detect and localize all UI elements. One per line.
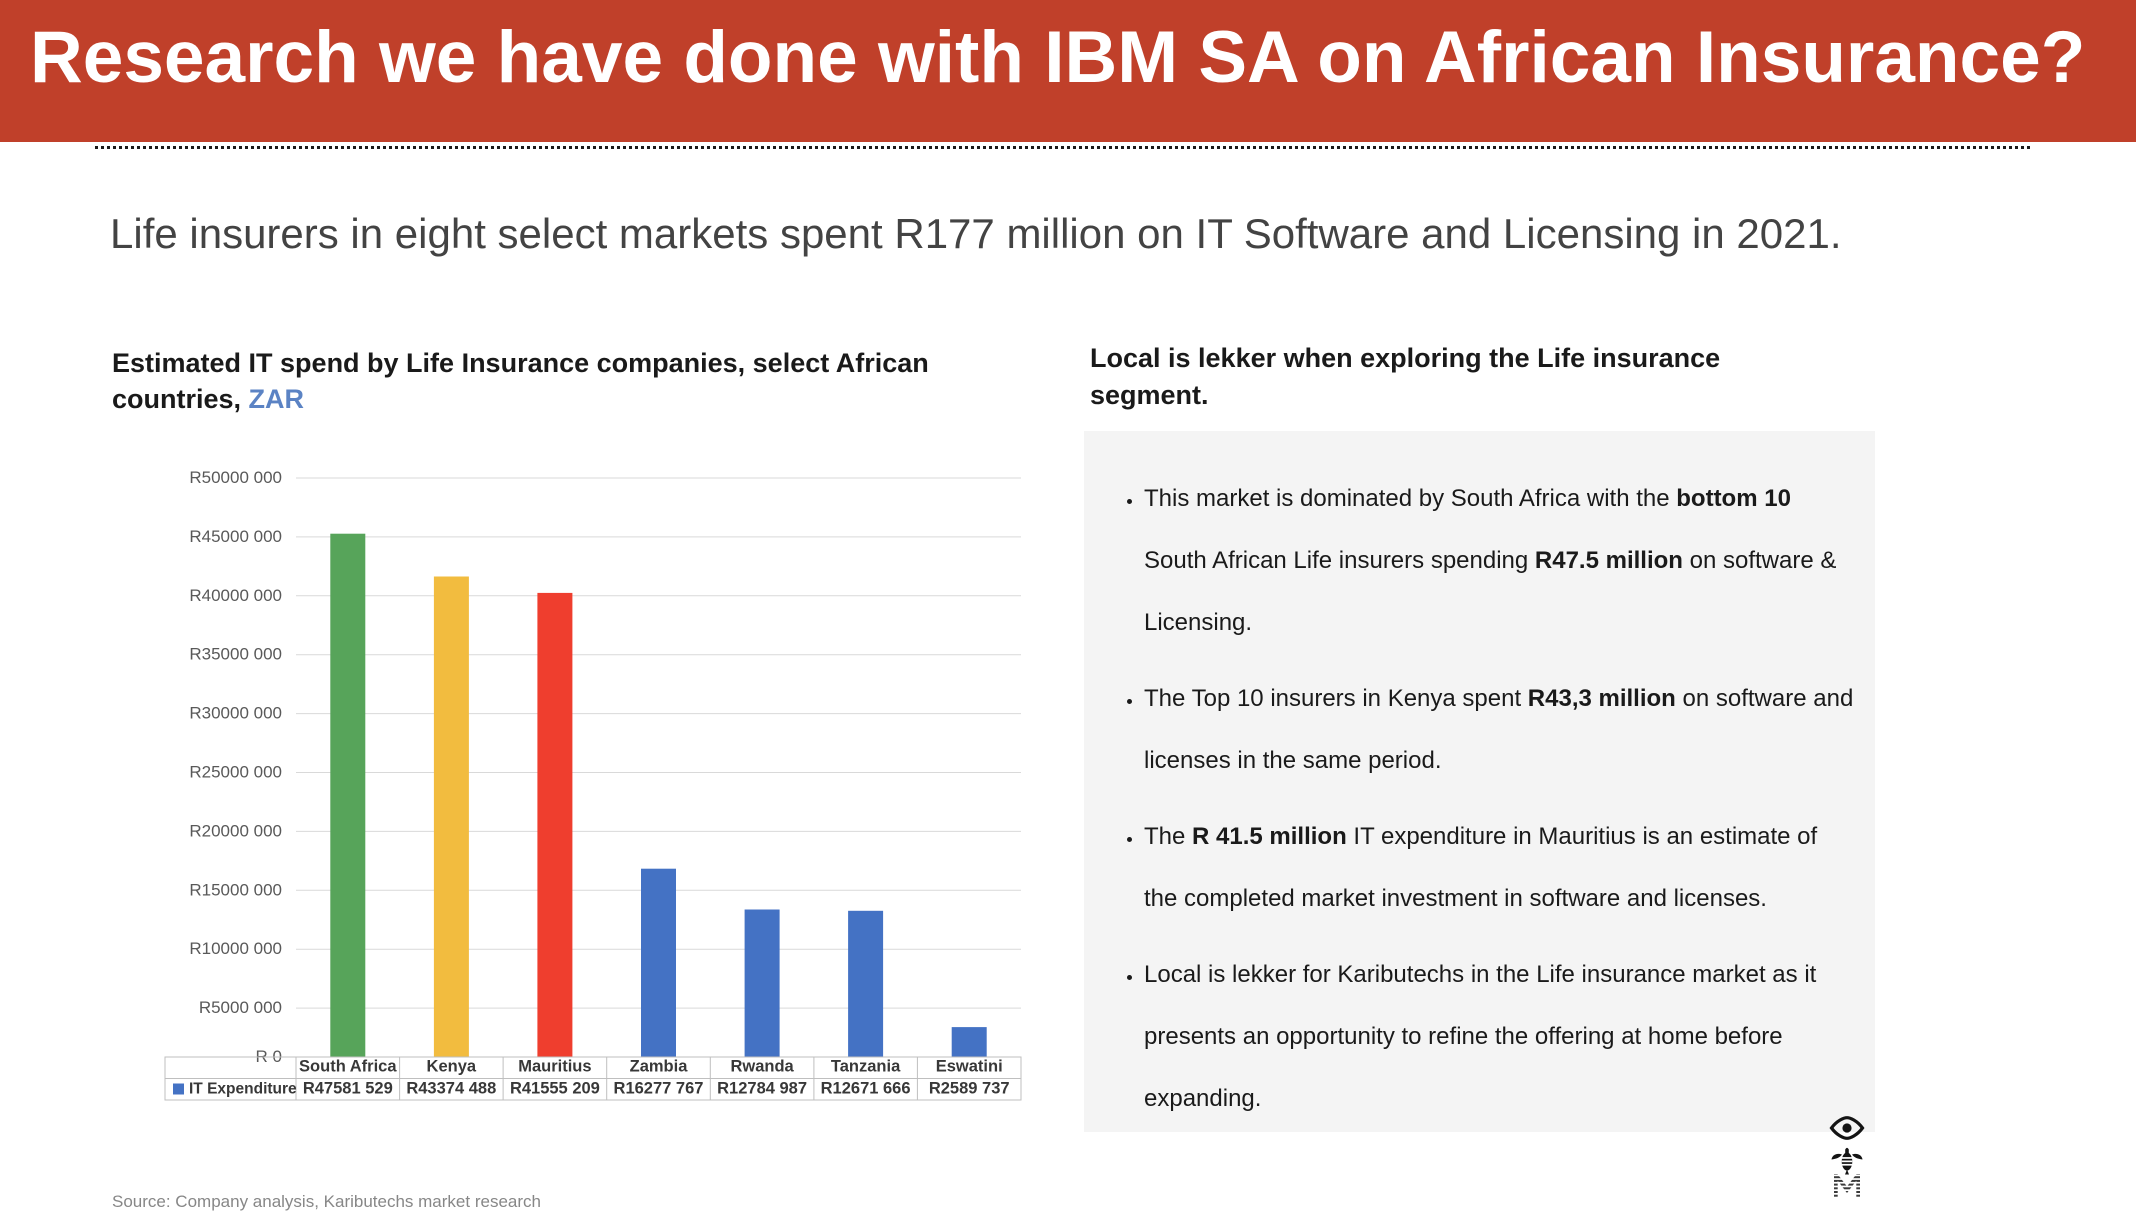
svg-text:R35000 000: R35000 000: [189, 645, 282, 664]
svg-text:Tanzania: Tanzania: [831, 1058, 901, 1076]
svg-text:R30000 000: R30000 000: [189, 704, 282, 723]
svg-text:R12784 987: R12784 987: [717, 1080, 807, 1098]
svg-text:R16277 767: R16277 767: [614, 1080, 704, 1098]
svg-text:Mauritius: Mauritius: [518, 1058, 591, 1076]
svg-text:R20000 000: R20000 000: [189, 821, 282, 840]
svg-text:R50000 000: R50000 000: [189, 468, 282, 487]
svg-text:South Africa: South Africa: [299, 1058, 397, 1076]
svg-text:R5000 000: R5000 000: [199, 998, 282, 1017]
svg-text:R41555 209: R41555 209: [510, 1080, 600, 1098]
svg-text:R43374 488: R43374 488: [406, 1080, 496, 1098]
svg-text:R15000 000: R15000 000: [189, 880, 282, 899]
svg-text:Kenya: Kenya: [427, 1058, 477, 1076]
svg-text:R2589 737: R2589 737: [929, 1080, 1010, 1098]
svg-text:R40000 000: R40000 000: [189, 586, 282, 605]
svg-text:R47581 529: R47581 529: [303, 1080, 393, 1098]
svg-text:R10000 000: R10000 000: [189, 939, 282, 958]
svg-text:R12671 666: R12671 666: [821, 1080, 911, 1098]
svg-text:R45000 000: R45000 000: [189, 527, 282, 546]
svg-text:R25000 000: R25000 000: [189, 763, 282, 782]
svg-text:Eswatini: Eswatini: [936, 1058, 1003, 1076]
svg-text:Rwanda: Rwanda: [730, 1058, 794, 1076]
svg-text:Zambia: Zambia: [630, 1058, 689, 1076]
svg-text:IT Expenditure: IT Expenditure: [189, 1081, 297, 1098]
